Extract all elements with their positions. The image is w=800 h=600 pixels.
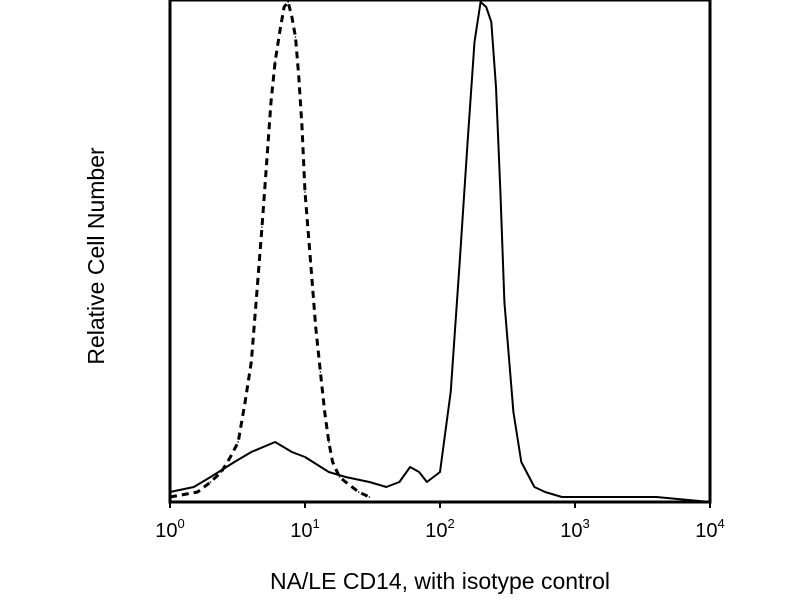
data-point: [533, 486, 536, 488]
data-point: [328, 441, 330, 443]
data-point: [512, 411, 515, 413]
data-point: [314, 326, 317, 328]
data-point: [304, 191, 306, 193]
data-point: [169, 491, 171, 493]
data-point: [287, 1, 289, 3]
data-point: [655, 496, 658, 498]
data-point: [479, 1, 482, 3]
data-point: [323, 411, 326, 413]
data-point: [250, 451, 253, 453]
data-point: [614, 496, 617, 498]
data-point: [169, 496, 171, 498]
series-line-solid: [169, 1, 711, 503]
data-point: [283, 6, 285, 8]
x-tick-label: 101: [290, 516, 319, 542]
x-tick-label: 100: [155, 516, 184, 542]
data-point: [544, 491, 546, 493]
data-point: [261, 226, 263, 228]
data-point: [265, 161, 268, 163]
data-point: [304, 456, 306, 458]
data-point: [473, 41, 476, 43]
plot-frame: [168, 0, 712, 504]
data-point: [250, 361, 253, 363]
data-point: [294, 36, 297, 38]
data-point: [319, 371, 322, 373]
data-point: [520, 461, 523, 463]
data-point: [561, 496, 563, 498]
data-point: [209, 476, 212, 478]
data-point: [344, 481, 347, 483]
data-point: [298, 76, 300, 78]
data-point: [426, 481, 428, 483]
data-point: [385, 486, 388, 488]
data-point: [398, 481, 401, 483]
data-point: [331, 461, 334, 463]
data-point: [270, 101, 272, 103]
data-point: [499, 191, 502, 193]
data-point: [291, 451, 293, 453]
data-point: [409, 466, 411, 468]
data-point: [274, 441, 276, 443]
data-point: [574, 496, 576, 498]
x-tick-label: 103: [560, 516, 589, 542]
data-point: [244, 401, 246, 403]
y-axis-title: Relative Cell Number: [83, 147, 109, 365]
data-point: [466, 141, 469, 143]
x-axis-ticks: 100 101 102 103 104: [155, 502, 725, 542]
data-point: [233, 461, 236, 463]
data-point: [368, 496, 371, 498]
data-point: [368, 481, 371, 483]
data-point: [338, 476, 341, 478]
series-dashed: [169, 0, 371, 499]
data-point: [209, 481, 212, 483]
data-point: [485, 6, 488, 8]
data-point: [229, 456, 232, 458]
data-point: [418, 471, 420, 473]
data-point: [301, 126, 303, 128]
data-point: [458, 261, 461, 263]
data-point: [274, 61, 276, 63]
series-solid: [169, 1, 711, 503]
x-tick-label: 104: [695, 516, 724, 542]
data-point: [357, 491, 360, 493]
data-point: [309, 261, 312, 263]
data-point: [495, 86, 497, 88]
data-point: [344, 476, 347, 478]
data-point: [490, 21, 493, 23]
data-point: [237, 441, 239, 443]
data-point: [256, 291, 258, 293]
data-point: [291, 16, 293, 18]
x-tick-label: 102: [425, 516, 454, 542]
data-point: [196, 491, 199, 493]
data-point: [439, 471, 441, 473]
data-point: [328, 471, 330, 473]
data-point: [193, 486, 195, 488]
data-point: [278, 31, 281, 33]
series-layer: [169, 0, 711, 503]
data-point: [449, 391, 452, 393]
x-axis-title: NA/LE CD14, with isotype control: [270, 568, 610, 594]
data-point: [503, 301, 506, 303]
